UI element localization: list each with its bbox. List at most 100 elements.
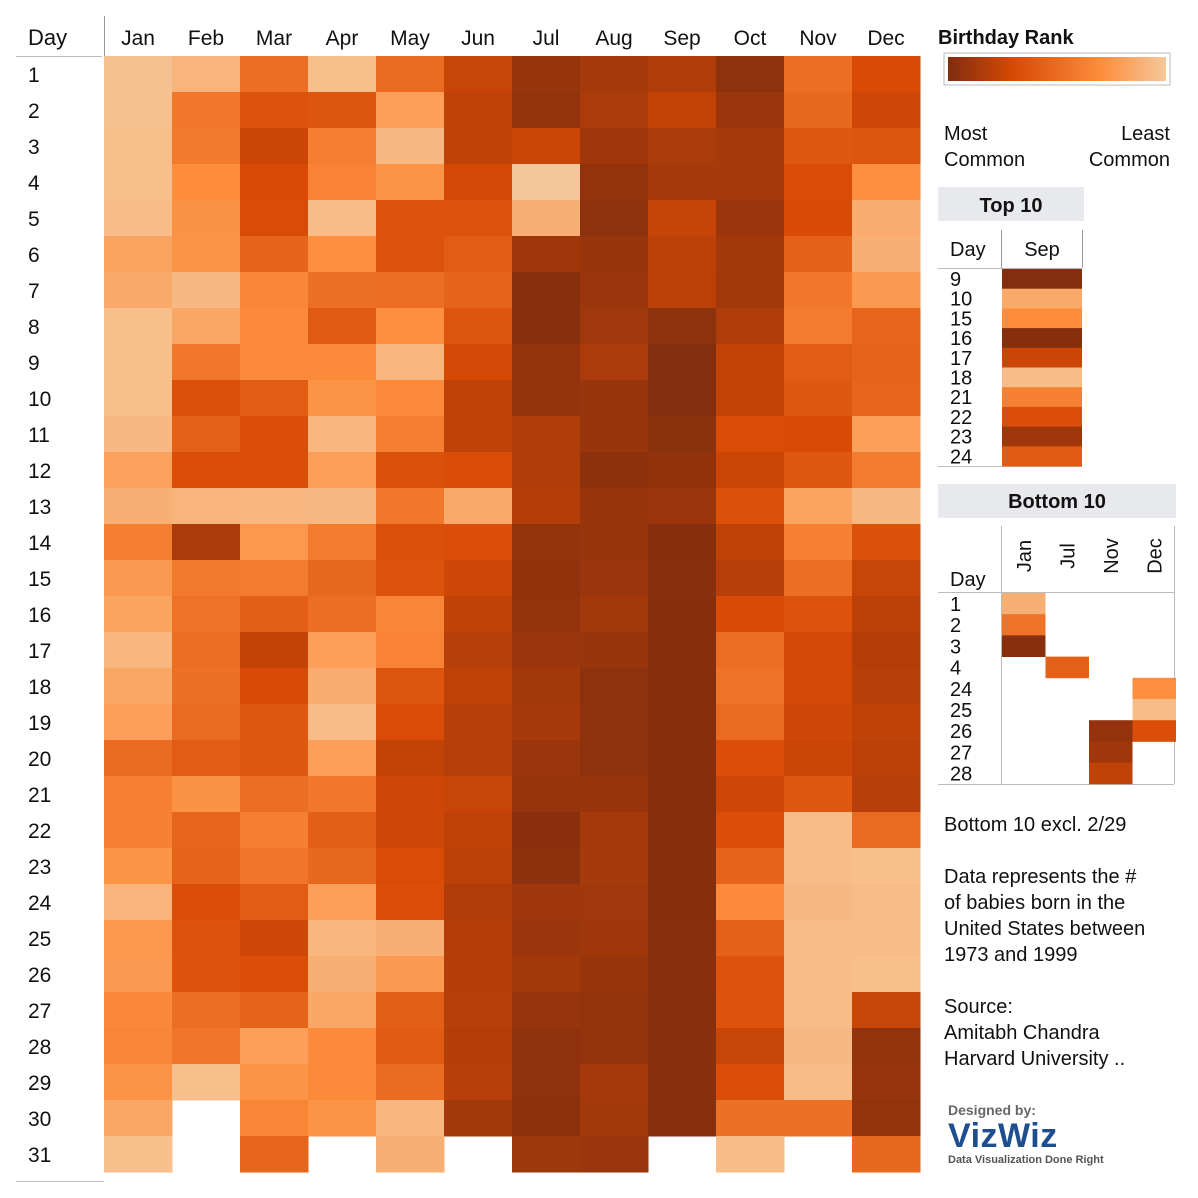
heatmap-cell-feb-13 [172,488,241,525]
heatmap-cell-jul-1 [512,56,581,93]
heatmap-cell-may-23 [376,848,445,885]
heatmap-cell-nov-5 [784,200,853,237]
heatmap-cell-mar-22 [240,812,309,849]
day-label-11: 11 [28,424,50,447]
heatmap-cell-may-16 [376,596,445,633]
heatmap-cell-feb-11 [172,416,241,453]
heatmap-cell-jun-18 [444,668,513,705]
heatmap-cell-jun-14 [444,524,513,561]
day-label-28: 28 [28,1036,51,1059]
bottom10-day-label-26: 26 [950,721,972,743]
heatmap-cell-may-15 [376,560,445,597]
source-line-2: Harvard University .. [944,1048,1126,1070]
heatmap-cell-nov-22 [784,812,853,849]
heatmap-cell-mar-8 [240,308,309,345]
heatmap-cell-sep-20 [648,740,717,777]
heatmap-cell-feb-10 [172,380,241,417]
heatmap-cell-jan-10 [104,380,173,417]
heatmap-cell-oct-2 [716,92,785,129]
legend-low-label: Most [944,123,988,145]
heatmap-cell-may-21 [376,776,445,813]
day-label-9: 9 [28,352,40,375]
heatmap-cell-mar-31 [240,1136,309,1173]
heatmap-cell-jan-22 [104,812,173,849]
heatmap-cell-aug-6 [580,236,649,273]
heatmap-cell-oct-31 [716,1136,785,1173]
heatmap-cell-may-1 [376,56,445,93]
heatmap-cell-sep-19 [648,704,717,741]
day-label-10: 10 [28,388,51,411]
heatmap-cell-sep-8 [648,308,717,345]
heatmap-cell-may-25 [376,920,445,957]
bottom10-cell-jan-2 [1002,614,1046,636]
top10-day-label-18: 18 [950,368,972,390]
heatmap-cell-feb-15 [172,560,241,597]
heatmap-cell-jan-5 [104,200,173,237]
heatmap-cell-apr-2 [308,92,377,129]
heatmap-cell-feb-27 [172,992,241,1029]
heatmap-cell-sep-16 [648,596,717,633]
heatmap-cell-feb-28 [172,1028,241,1065]
day-label-27: 27 [28,1000,51,1023]
heatmap-cell-apr-4 [308,164,377,201]
bottom10-month-header-nov: Nov [1101,538,1123,574]
legend-low-label: Common [944,149,1025,171]
heatmap-cell-mar-14 [240,524,309,561]
heatmap-cell-sep-24 [648,884,717,921]
heatmap-cell-sep-27 [648,992,717,1029]
heatmap-cell-jul-7 [512,272,581,309]
heatmap-cell-mar-11 [240,416,309,453]
heatmap-cell-aug-9 [580,344,649,381]
heatmap-cell-oct-21 [716,776,785,813]
heatmap-cell-oct-10 [716,380,785,417]
heatmap-cell-mar-18 [240,668,309,705]
day-label-8: 8 [28,316,40,339]
month-label-aug: Aug [595,27,632,50]
heatmap-cell-sep-17 [648,632,717,669]
heatmap-cell-dec-19 [852,704,921,741]
heatmap-cell-aug-21 [580,776,649,813]
heatmap-cell-jul-23 [512,848,581,885]
heatmap-cell-apr-6 [308,236,377,273]
heatmap-cell-oct-5 [716,200,785,237]
heatmap-cell-nov-10 [784,380,853,417]
heatmap-cell-mar-19 [240,704,309,741]
heatmap-cell-may-31 [376,1136,445,1173]
bottom10-day-label-25: 25 [950,700,972,722]
heatmap-cell-nov-28 [784,1028,853,1065]
heatmap-cell-aug-5 [580,200,649,237]
heatmap-cell-may-29 [376,1064,445,1101]
day-label-24: 24 [28,892,52,915]
heatmap-cell-nov-29 [784,1064,853,1101]
heatmap-cell-jun-4 [444,164,513,201]
heatmap-cell-dec-25 [852,920,921,957]
bottom10-title-bar [938,484,1176,518]
heatmap-cell-feb-19 [172,704,241,741]
month-label-jun: Jun [461,27,495,50]
heatmap-cell-sep-3 [648,128,717,165]
heatmap-cell-jul-18 [512,668,581,705]
heatmap-cell-jun-28 [444,1028,513,1065]
heatmap-cell-feb-20 [172,740,241,777]
heatmap-cell-sep-9 [648,344,717,381]
heatmap-cell-jul-24 [512,884,581,921]
heatmap-cell-nov-25 [784,920,853,957]
heatmap-cell-jan-4 [104,164,173,201]
heatmap-cell-jun-17 [444,632,513,669]
heatmap-cell-jul-10 [512,380,581,417]
description-line-4: 1973 and 1999 [944,944,1078,966]
source-label: Source: [944,996,1013,1018]
heatmap-cell-oct-18 [716,668,785,705]
heatmap-cell-jun-30 [444,1100,513,1137]
heatmap-cell-dec-12 [852,452,921,489]
heatmap-cell-nov-24 [784,884,853,921]
heatmap-cell-jan-25 [104,920,173,957]
bottom-note: Bottom 10 excl. 2/29 [944,812,1184,838]
heatmap-cell-apr-30 [308,1100,377,1137]
heatmap-cell-nov-15 [784,560,853,597]
heatmap-cell-apr-14 [308,524,377,561]
heatmap-cell-nov-27 [784,992,853,1029]
heatmap-cell-dec-26 [852,956,921,993]
heatmap-cell-jul-4 [512,164,581,201]
heatmap-cell-mar-5 [240,200,309,237]
